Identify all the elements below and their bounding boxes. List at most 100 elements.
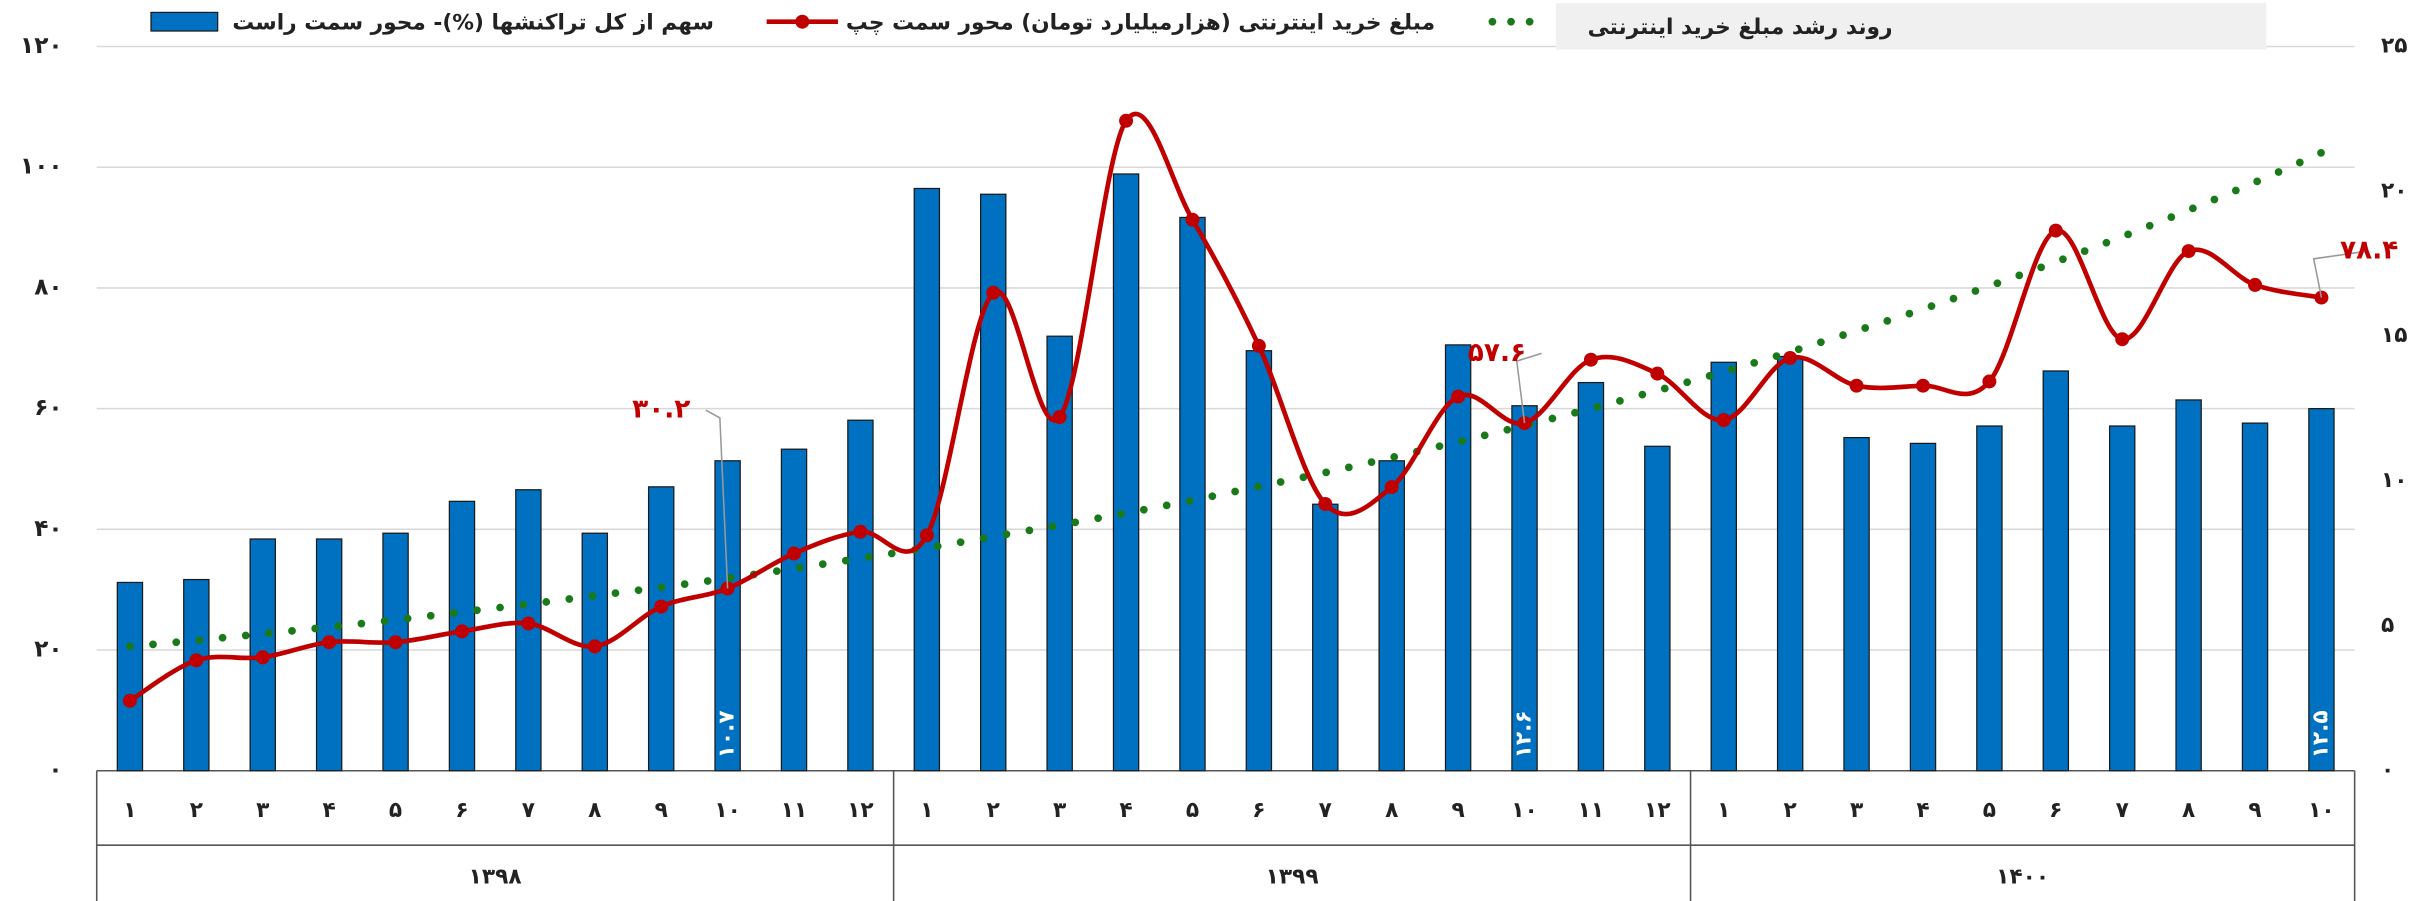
line-marker xyxy=(2248,277,2263,292)
legend-box xyxy=(1555,3,2267,50)
y-tick-label: ۱۲۰ xyxy=(20,32,63,59)
line-marker xyxy=(255,650,270,665)
x-tick-label: ۳ xyxy=(256,798,269,823)
line-marker xyxy=(454,624,469,639)
x-tick-label: ۷ xyxy=(2116,798,2129,823)
line-marker xyxy=(122,693,137,708)
line-marker xyxy=(1451,389,1466,404)
bar xyxy=(847,419,874,772)
bar xyxy=(116,581,144,772)
leader-line xyxy=(705,409,729,589)
x-tick-label: ۹ xyxy=(1451,798,1464,823)
bar xyxy=(1776,355,1804,772)
line-marker xyxy=(1783,350,1798,365)
y-tick-label: ۰ xyxy=(48,756,62,783)
x-tick-label: ۱ xyxy=(123,798,136,823)
legend-swatch-marker xyxy=(795,14,810,29)
x-tick-label: ۲ xyxy=(987,798,1000,823)
y2-tick-label: ۲۵ xyxy=(2381,34,2408,59)
legend-swatch xyxy=(150,11,219,32)
line-value-label: ۵۷.۶ xyxy=(1468,338,1526,368)
line-value-label: ۷۸.۴ xyxy=(2340,236,2398,266)
bar xyxy=(1046,335,1073,772)
x-tick-label: ۹ xyxy=(2248,798,2261,823)
x-tick-label: ۴ xyxy=(1119,798,1132,823)
bar xyxy=(1312,503,1339,772)
x-tick-label: ۱۲ xyxy=(847,798,874,823)
bar-value-label: ۱۰.۷ xyxy=(715,710,740,758)
x-tick-label: ۲ xyxy=(1784,798,1797,823)
line-marker xyxy=(322,635,337,650)
line-marker xyxy=(587,639,602,654)
line-marker xyxy=(919,528,934,543)
y-tick-label: ۸۰ xyxy=(34,273,62,300)
group-label: ۱۳۹۹ xyxy=(1266,865,1319,890)
bar xyxy=(1710,361,1737,772)
bar xyxy=(515,489,542,772)
line-marker xyxy=(1716,413,1731,428)
x-tick-label: ۱۰ xyxy=(1511,798,1538,823)
bar xyxy=(2241,422,2269,772)
group-label: ۱۴۰۰ xyxy=(1996,865,2049,890)
x-tick-label: ۱۱ xyxy=(1578,798,1605,823)
x-tick-label: ۱ xyxy=(920,798,933,823)
line-marker xyxy=(1849,378,1864,393)
leader-line xyxy=(1515,352,1542,424)
line xyxy=(128,111,2322,703)
bar xyxy=(780,448,808,772)
line-marker xyxy=(1185,212,1200,227)
y2-tick-label: ۰ xyxy=(2381,758,2394,783)
line-marker xyxy=(388,635,403,650)
trend-line xyxy=(126,148,2326,651)
x-tick-label: ۹ xyxy=(655,798,668,823)
x-tick-label: ۱۱ xyxy=(781,798,808,823)
bar xyxy=(913,187,941,772)
bar-value-label: ۱۲.۶ xyxy=(1512,710,1537,758)
x-tick-label: ۵ xyxy=(1983,798,1996,823)
bar xyxy=(1976,425,2003,772)
x-tick-label: ۱۰ xyxy=(2308,798,2335,823)
line-marker xyxy=(521,616,536,631)
x-tick-label: ۸ xyxy=(1385,798,1398,823)
y-tick-label: ۶۰ xyxy=(34,394,62,421)
line-marker xyxy=(853,524,868,539)
bar xyxy=(1843,436,1870,772)
x-tick-label: ۱۰ xyxy=(714,798,741,823)
bar xyxy=(2042,370,2070,772)
x-tick-label: ۴ xyxy=(323,798,336,823)
line-marker xyxy=(1650,366,1665,381)
line-marker xyxy=(1982,374,1997,389)
line-marker xyxy=(1318,497,1333,511)
x-tick-label: ۶ xyxy=(1252,798,1265,823)
y2-tick-label: ۱۵ xyxy=(2381,323,2408,348)
group-label: ۱۳۹۸ xyxy=(469,865,522,890)
bar xyxy=(1644,445,1671,772)
x-tick-label: ۴ xyxy=(1916,798,1929,823)
line-marker xyxy=(787,546,801,561)
x-tick-label: ۸ xyxy=(2182,798,2195,823)
x-tick-label: ۷ xyxy=(522,798,535,823)
y-tick-label: ۱۰۰ xyxy=(20,153,63,180)
x-tick-label: ۸ xyxy=(588,798,601,823)
line-marker xyxy=(1052,410,1067,425)
x-tick-label: ۷ xyxy=(1319,798,1332,823)
line-marker xyxy=(1384,480,1399,495)
bar xyxy=(2108,425,2136,772)
legend-label: روند رشد مبلغ خرید اینترنتی xyxy=(1588,15,1893,40)
x-tick-label: ۲ xyxy=(190,798,203,823)
line-marker xyxy=(1251,338,1266,353)
bar xyxy=(1112,173,1140,772)
bar xyxy=(183,578,210,772)
line-value-label: ۳۰.۲ xyxy=(632,395,690,425)
x-tick-label: ۳ xyxy=(1053,798,1066,823)
bar xyxy=(2308,408,2335,772)
line-marker xyxy=(2181,244,2196,259)
bar xyxy=(1179,216,1206,772)
bar xyxy=(1245,350,1273,772)
line-marker xyxy=(986,285,1001,300)
bar xyxy=(315,538,343,772)
y-tick-label: ۴۰ xyxy=(34,515,62,542)
bar xyxy=(980,193,1007,772)
